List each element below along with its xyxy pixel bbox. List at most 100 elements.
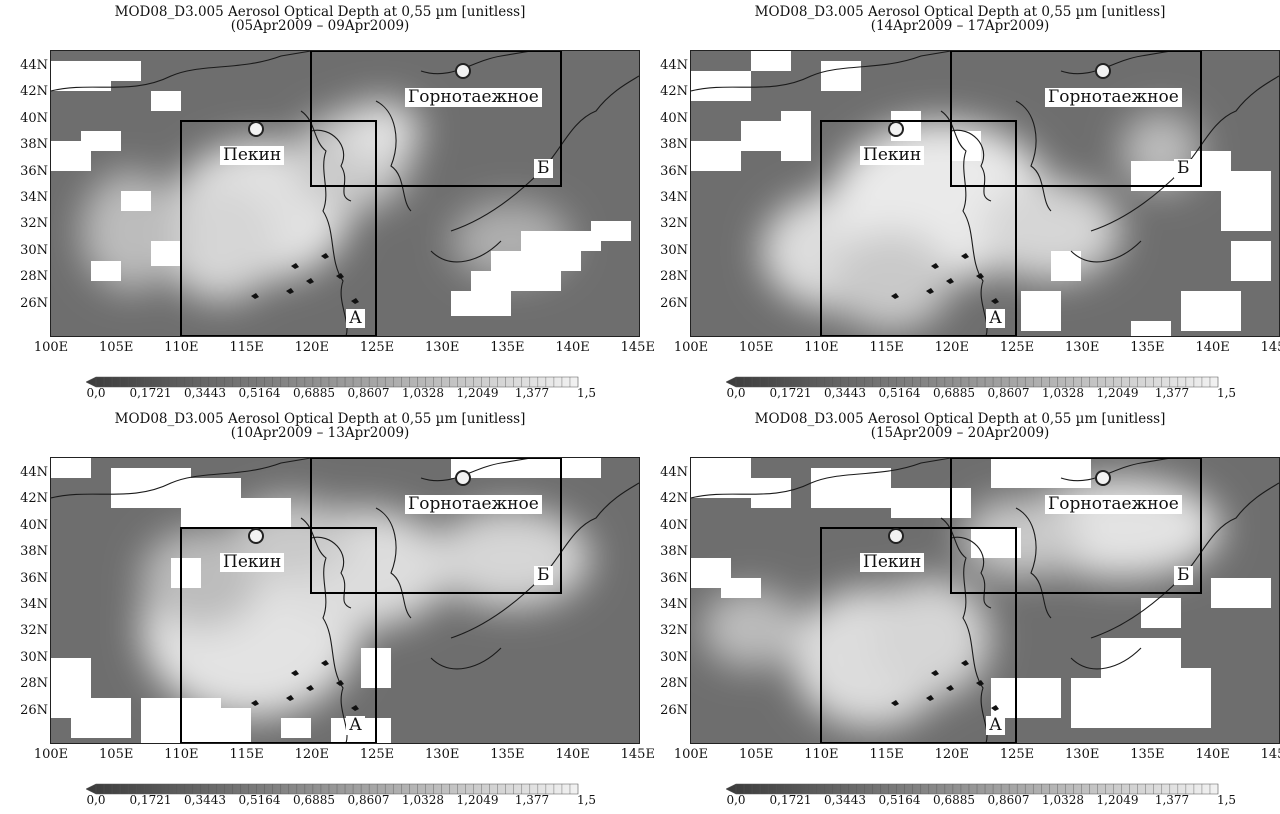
missing-data-cell	[491, 251, 581, 271]
lat-tick-label: 38N	[20, 544, 48, 560]
colorbar	[85, 376, 579, 388]
island	[926, 695, 934, 701]
coastline	[300, 517, 348, 743]
missing-data-cell	[111, 61, 141, 81]
island	[286, 695, 294, 701]
coastline	[1015, 100, 1052, 212]
lon-tick-label: 130E	[425, 747, 460, 762]
colorbar-gradient	[725, 376, 1219, 388]
colorbar-gradient	[725, 783, 1219, 795]
gornotaezhnoe-marker	[1095, 470, 1111, 486]
colorbar-label: 1,2049	[1096, 793, 1139, 807]
island	[291, 263, 299, 269]
island	[976, 273, 984, 279]
coastline	[950, 536, 992, 609]
lat-tick-label: 44N	[660, 465, 688, 480]
region-b-label: Б	[534, 566, 553, 585]
lat-tick-label: 36N	[20, 570, 48, 586]
lat-tick-label: 28N	[20, 676, 48, 692]
missing-data-cell	[471, 271, 561, 291]
lat-tick-label: 42N	[660, 491, 688, 507]
coastline	[310, 129, 352, 202]
island	[931, 263, 939, 269]
island	[976, 680, 984, 686]
coastline	[1070, 240, 1142, 263]
island	[351, 298, 359, 304]
missing-data-cell	[121, 191, 151, 211]
region-b-box	[310, 51, 562, 187]
colorbar-label: 0,5164	[878, 793, 921, 807]
coastline	[430, 647, 502, 670]
island	[926, 288, 934, 294]
coastline	[1090, 75, 1279, 232]
lat-tick-label: 44N	[20, 465, 48, 480]
gornotaezhnoe-label: Горнотаежное	[1045, 495, 1182, 514]
lat-tick-label: 38N	[660, 544, 688, 560]
lat-tick-label: 30N	[660, 649, 688, 665]
colorbar-label: 1,377	[1154, 793, 1190, 807]
missing-data-cell	[521, 231, 601, 251]
lon-tick-label: 130E	[1065, 747, 1100, 762]
missing-data-cell	[721, 578, 761, 598]
colorbar-label: 0,3443	[824, 386, 866, 400]
missing-data-cell	[81, 131, 121, 151]
aerosol-map	[691, 458, 1279, 743]
colorbar-label: 0,8607	[347, 386, 390, 400]
lon-tick-label: 115E	[869, 340, 904, 355]
colorbar-label: 0,8607	[347, 793, 390, 807]
region-a-label: А	[986, 309, 1005, 328]
island	[251, 293, 259, 299]
lon-tick-label: 120E	[934, 747, 969, 762]
lon-tick-label: 125E	[359, 747, 395, 762]
lon-tick-label: 135E	[490, 340, 525, 355]
colorbar-label: 0,6885	[293, 386, 335, 400]
colorbar-label: 0,8607	[987, 793, 1030, 807]
map-title: MOD08_D3.005 Aerosol Optical Depth at 0,…	[114, 4, 526, 20]
region-b-label: Б	[1174, 566, 1193, 585]
beijing-label: Пекин	[860, 146, 925, 165]
region-a-label: А	[346, 309, 365, 328]
lat-tick-label: 32N	[20, 216, 48, 232]
map-subtitle: (15Apr2009 – 20Apr2009)	[870, 425, 1050, 441]
aerosol-map	[51, 51, 639, 336]
lon-tick-label: 125E	[999, 340, 1035, 355]
lon-tick-label: 100E	[673, 747, 709, 762]
island	[961, 253, 969, 259]
lon-tick-label: 145E	[1260, 340, 1280, 355]
lon-tick-label: 130E	[425, 340, 460, 355]
colorbar-label: 0,3443	[184, 793, 226, 807]
beijing-marker	[888, 121, 904, 137]
coastline	[1015, 507, 1052, 619]
lat-tick-label: 38N	[660, 137, 688, 153]
colorbar-label: 0,0	[86, 386, 106, 400]
lat-tick-label: 34N	[20, 190, 48, 205]
lon-tick-label: 100E	[33, 340, 69, 355]
colorbar-label: 0,0	[726, 386, 746, 400]
island	[321, 660, 329, 666]
missing-data-cell	[751, 51, 791, 71]
lon-tick-label: 105E	[99, 747, 134, 762]
colorbar	[725, 783, 1219, 795]
colorbar-label: 1,377	[1154, 386, 1190, 400]
map-frame: Пекин Горнотаежное А Б	[690, 457, 1280, 744]
colorbar-gradient	[85, 376, 579, 388]
lon-tick-label: 115E	[229, 340, 264, 355]
lat-tick-label: 34N	[20, 597, 48, 612]
lon-tick-label: 110E	[804, 747, 839, 762]
colorbar-label: 1,5	[576, 386, 597, 400]
lat-tick-label: 26N	[660, 295, 688, 311]
missing-data-cell	[1071, 678, 1151, 728]
coastline	[51, 458, 312, 499]
missing-data-cell	[1231, 241, 1271, 281]
gornotaezhnoe-marker	[455, 63, 471, 79]
colorbar-label: 1,2049	[1096, 386, 1139, 400]
gornotaezhnoe-label: Горнотаежное	[1045, 88, 1182, 107]
missing-data-cell	[811, 468, 891, 508]
beijing-label: Пекин	[220, 553, 285, 572]
colorbar-label: 1,0328	[402, 793, 444, 807]
missing-data-cell	[591, 221, 631, 241]
lon-tick-label: 145E	[620, 340, 655, 355]
island	[991, 705, 999, 711]
colorbar-wrap	[85, 373, 580, 388]
lon-tick-label: 120E	[934, 340, 969, 355]
